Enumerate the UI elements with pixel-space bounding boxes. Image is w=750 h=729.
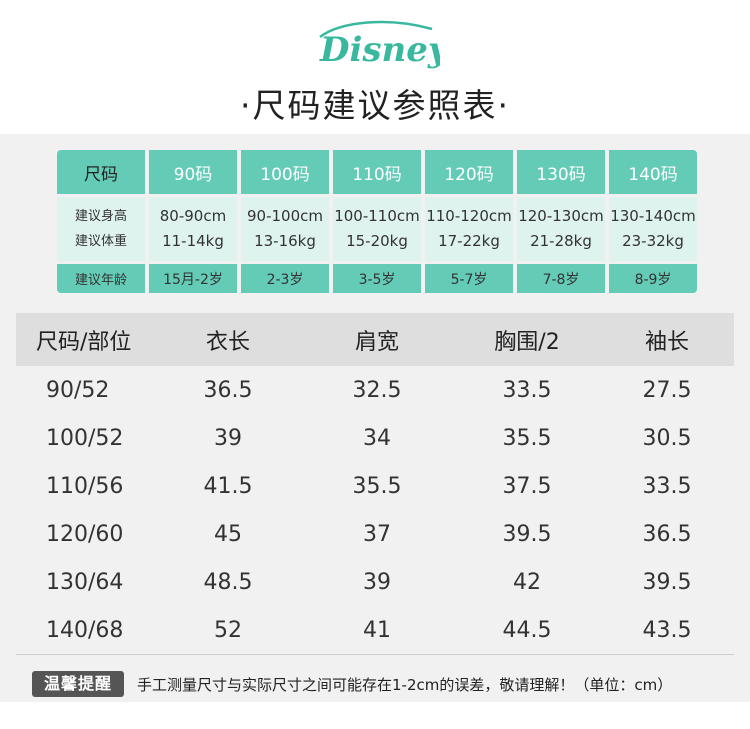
rec-height: 120-130cm — [518, 207, 604, 225]
table-row: 100/52 39 34 35.5 30.5 — [16, 414, 734, 462]
rec-size-140: 140码 — [609, 150, 697, 194]
rec-label-age: 建议年龄 — [57, 264, 145, 293]
cell-size: 90/52 — [46, 377, 110, 403]
table-header-row: 尺码/部位 衣长 肩宽 胸围/2 袖长 — [16, 313, 734, 366]
header-sleeve: 袖长 — [600, 313, 734, 366]
cell-chest: 44.5 — [454, 606, 600, 655]
rec-age-130: 7-8岁 — [517, 264, 605, 293]
rec-size-100: 100码 — [241, 150, 329, 194]
rec-label-height-weight: 建议身高 建议体重 — [57, 197, 145, 261]
rec-cell-110: 100-110cm 15-20kg — [333, 197, 421, 261]
rec-cell-90: 80-90cm 11-14kg — [149, 197, 237, 261]
header-chest: 胸围/2 — [454, 313, 600, 366]
header-size-part: 尺码/部位 — [16, 313, 156, 366]
rec-size-110: 110码 — [333, 150, 421, 194]
table-row: 130/64 48.5 39 42 39.5 — [16, 558, 734, 606]
rec-weight: 17-22kg — [438, 232, 500, 250]
cell-shoulder: 37 — [363, 521, 391, 547]
cell-length: 41.5 — [203, 473, 253, 499]
measurement-table: 尺码/部位 衣长 肩宽 胸围/2 袖长 90/52 36.5 32.5 33.5… — [16, 313, 734, 655]
rec-size-120: 120码 — [425, 150, 513, 194]
cell-sleeve: 36.5 — [642, 521, 692, 547]
rec-age-120: 5-7岁 — [425, 264, 513, 293]
table-row: 110/56 41.5 35.5 37.5 33.5 — [16, 462, 734, 510]
cell-sleeve: 27.5 — [642, 377, 692, 403]
rec-label-size: 尺码 — [57, 150, 145, 194]
brand-logo: Disney — [0, 14, 750, 72]
rec-age-90: 15月-2岁 — [149, 264, 237, 293]
tip-text: 手工测量尺寸与实际尺寸之间可能存在1-2cm的误差，敬请理解！（单位：cm） — [137, 675, 673, 694]
rec-cell-130: 120-130cm 21-28kg — [517, 197, 605, 261]
cell-size: 120/60 — [46, 521, 124, 547]
rec-label-height: 建议身高 — [74, 209, 127, 224]
tip-bar: 温馨提醒 手工测量尺寸与实际尺寸之间可能存在1-2cm的误差，敬请理解！（单位：… — [32, 670, 750, 698]
rec-height: 110-120cm — [426, 207, 512, 225]
rec-age-110: 3-5岁 — [333, 264, 421, 293]
rec-height: 130-140cm — [610, 207, 696, 225]
header-length: 衣长 — [156, 313, 300, 366]
rec-size-130: 130码 — [517, 150, 605, 194]
rec-weight: 11-14kg — [162, 232, 224, 250]
cell-size: 130/64 — [46, 569, 124, 595]
cell-shoulder: 39 — [363, 569, 391, 595]
cell-length: 36.5 — [203, 377, 253, 403]
cell-shoulder: 34 — [363, 425, 391, 451]
rec-weight: 13-16kg — [254, 232, 316, 250]
cell-chest: 35.5 — [502, 425, 552, 451]
cell-sleeve: 43.5 — [600, 606, 734, 655]
rec-label-weight: 建议体重 — [74, 234, 127, 249]
cell-sleeve: 30.5 — [642, 425, 692, 451]
cell-length: 48.5 — [203, 569, 253, 595]
header-shoulder: 肩宽 — [300, 313, 454, 366]
cell-sleeve: 39.5 — [642, 569, 692, 595]
cell-size: 100/52 — [46, 425, 124, 451]
rec-height: 80-90cm — [159, 207, 227, 225]
page-title: ·尺码建议参照表· — [240, 86, 510, 125]
table-row: 120/60 45 37 39.5 36.5 — [16, 510, 734, 558]
rec-age-100: 2-3岁 — [241, 264, 329, 293]
cell-shoulder: 41 — [300, 606, 454, 655]
tip-badge: 温馨提醒 — [32, 671, 124, 697]
cell-length: 39 — [214, 425, 242, 451]
cell-shoulder: 35.5 — [352, 473, 402, 499]
size-recommendation-grid: 尺码 90码 100码 110码 120码 130码 140码 建议身高 建议体… — [57, 150, 701, 293]
table-row: 140/68 52 41 44.5 43.5 — [16, 606, 734, 655]
cell-chest: 42 — [513, 569, 541, 595]
rec-weight: 23-32kg — [622, 232, 684, 250]
cell-size: 110/56 — [46, 473, 124, 499]
cell-chest: 39.5 — [502, 521, 552, 547]
cell-chest: 37.5 — [502, 473, 552, 499]
rec-weight: 15-20kg — [346, 232, 408, 250]
cell-length: 45 — [214, 521, 242, 547]
rec-size-90: 90码 — [149, 150, 237, 194]
rec-weight: 21-28kg — [530, 232, 592, 250]
cell-sleeve: 33.5 — [642, 473, 692, 499]
rec-age-140: 8-9岁 — [609, 264, 697, 293]
cell-size: 140/68 — [16, 606, 156, 655]
cell-shoulder: 32.5 — [352, 377, 402, 403]
table-row: 90/52 36.5 32.5 33.5 27.5 — [16, 366, 734, 414]
rec-cell-140: 130-140cm 23-32kg — [609, 197, 697, 261]
rec-height: 100-110cm — [334, 207, 420, 225]
svg-text:Disney: Disney — [319, 30, 440, 70]
rec-cell-120: 110-120cm 17-22kg — [425, 197, 513, 261]
cell-length: 52 — [156, 606, 300, 655]
rec-cell-100: 90-100cm 13-16kg — [241, 197, 329, 261]
rec-height: 90-100cm — [247, 207, 323, 225]
disney-logo-icon: Disney — [319, 20, 440, 70]
cell-chest: 33.5 — [502, 377, 552, 403]
